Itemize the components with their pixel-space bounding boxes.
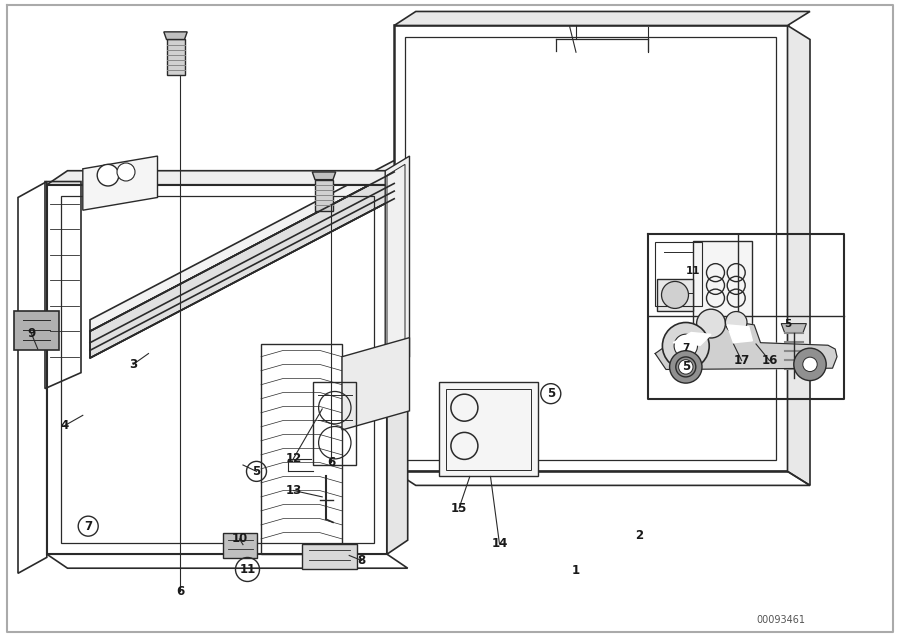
Circle shape (662, 322, 709, 369)
Text: 13: 13 (285, 484, 302, 497)
Text: 5: 5 (784, 318, 791, 329)
Text: 8: 8 (357, 554, 366, 567)
Polygon shape (342, 338, 410, 430)
Circle shape (662, 282, 688, 308)
Circle shape (117, 163, 135, 181)
Text: 14: 14 (491, 538, 508, 550)
Polygon shape (302, 544, 357, 569)
Text: 00093461: 00093461 (757, 615, 806, 626)
Polygon shape (693, 241, 752, 340)
Polygon shape (312, 172, 336, 180)
Text: 5: 5 (252, 465, 261, 478)
Text: 6: 6 (176, 585, 184, 598)
Polygon shape (673, 333, 711, 345)
Polygon shape (394, 11, 810, 25)
Text: 11: 11 (239, 563, 256, 576)
Text: 11: 11 (686, 266, 700, 276)
Polygon shape (164, 32, 187, 39)
Polygon shape (788, 25, 810, 485)
Polygon shape (83, 156, 158, 210)
Text: 15: 15 (451, 502, 467, 515)
Text: 6: 6 (327, 456, 336, 469)
Text: 10: 10 (231, 533, 248, 545)
Polygon shape (90, 172, 394, 358)
Text: 7: 7 (682, 343, 689, 353)
Polygon shape (657, 279, 693, 311)
Text: 17: 17 (734, 354, 750, 367)
Polygon shape (47, 171, 408, 185)
Circle shape (679, 360, 693, 374)
Circle shape (670, 351, 702, 383)
Circle shape (803, 357, 817, 371)
Polygon shape (387, 171, 408, 554)
Text: 4: 4 (60, 419, 69, 432)
Circle shape (725, 311, 747, 333)
Polygon shape (781, 324, 806, 333)
Text: 5: 5 (681, 361, 690, 373)
Polygon shape (166, 39, 184, 75)
Circle shape (697, 309, 725, 338)
Polygon shape (385, 156, 410, 369)
Polygon shape (90, 161, 394, 331)
Text: 3: 3 (129, 358, 138, 371)
Polygon shape (655, 322, 837, 369)
Polygon shape (223, 533, 257, 558)
Polygon shape (14, 311, 59, 350)
Text: 1: 1 (572, 564, 580, 576)
Text: 2: 2 (634, 529, 644, 541)
Circle shape (794, 348, 826, 380)
Text: 5: 5 (546, 387, 555, 400)
Circle shape (97, 164, 119, 186)
Polygon shape (315, 180, 333, 211)
Text: 7: 7 (84, 520, 93, 533)
Text: 12: 12 (285, 452, 302, 465)
Polygon shape (727, 325, 752, 343)
Text: 9: 9 (27, 327, 36, 340)
Polygon shape (439, 382, 538, 476)
Text: 16: 16 (761, 354, 778, 367)
Circle shape (674, 334, 698, 357)
